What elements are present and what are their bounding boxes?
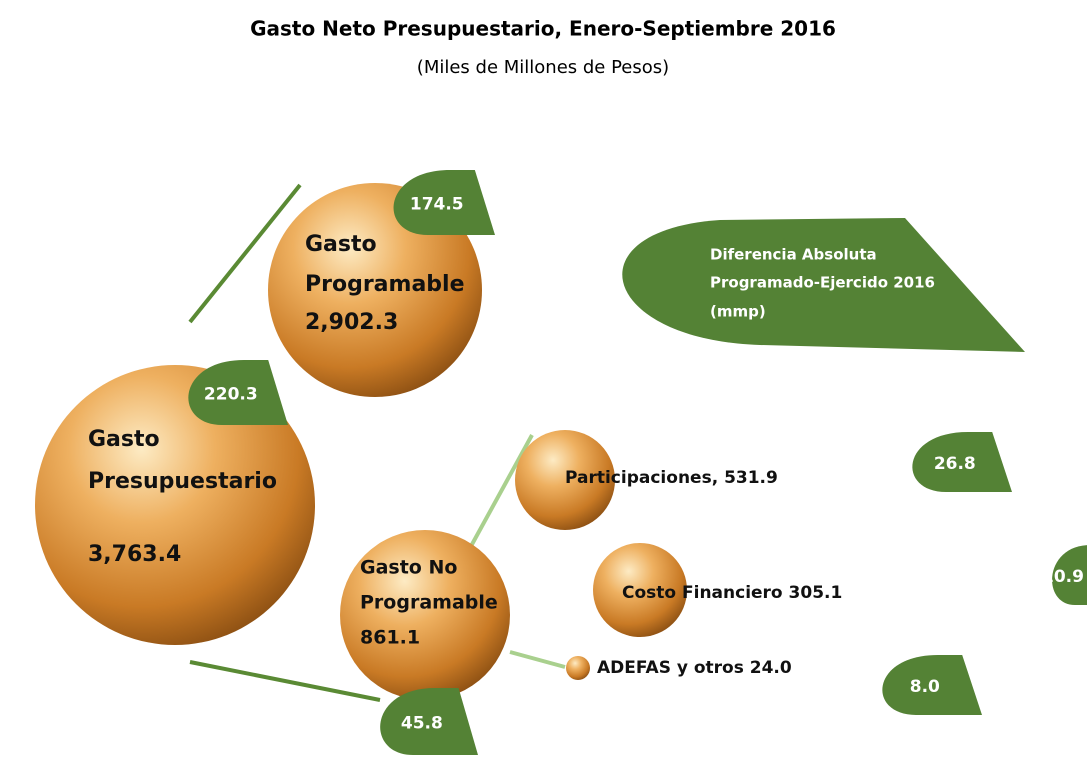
- legend-badge: [622, 218, 1025, 352]
- node-label: Gasto: [305, 232, 377, 257]
- node-label: 861.1: [360, 627, 420, 649]
- connector: [188, 183, 302, 324]
- legend-line: Programado-Ejercido 2016: [710, 274, 935, 292]
- node-label: Participaciones, 531.9: [565, 468, 778, 488]
- legend-line: Diferencia Absoluta: [710, 246, 877, 264]
- connector: [189, 660, 381, 702]
- node-label: Programable: [305, 272, 465, 297]
- sphere: [35, 365, 315, 645]
- connectors-light: [468, 434, 566, 669]
- node-label: Programable: [360, 592, 498, 614]
- connector: [468, 434, 534, 549]
- sphere: [593, 543, 687, 637]
- node-label: Gasto: [88, 427, 160, 452]
- subtitle: (Miles de Millones de Pesos): [417, 57, 669, 78]
- difference-badge: [882, 655, 982, 715]
- sphere: [515, 430, 615, 530]
- sphere: [268, 183, 482, 397]
- difference-value: 26.8: [934, 454, 976, 474]
- node-label: Gasto No: [360, 557, 457, 579]
- difference-badge: [188, 360, 288, 425]
- legend-line: (mmp): [710, 303, 766, 321]
- difference-badge: [1052, 545, 1087, 605]
- difference-value: 174.5: [410, 195, 464, 215]
- difference-badge: [912, 432, 1012, 492]
- difference-value: 45.8: [401, 714, 443, 734]
- sphere: [566, 656, 590, 680]
- node-label: 3,763.4: [88, 542, 181, 567]
- node-label: Costo Financiero 305.1: [622, 583, 842, 603]
- connectors: [188, 183, 381, 702]
- difference-value: 10.9: [1042, 567, 1084, 587]
- difference-value: 8.0: [910, 677, 940, 697]
- difference-badge: [380, 688, 478, 755]
- connector: [509, 650, 566, 669]
- node-label: Presupuestario: [88, 469, 277, 494]
- node-label: 2,902.3: [305, 310, 398, 335]
- difference-badge: [393, 170, 495, 235]
- sphere: [340, 530, 510, 700]
- node-label: ADEFAS y otros 24.0: [597, 658, 792, 678]
- difference-value: 220.3: [204, 385, 258, 405]
- title: Gasto Neto Presupuestario, Enero-Septiem…: [250, 17, 836, 41]
